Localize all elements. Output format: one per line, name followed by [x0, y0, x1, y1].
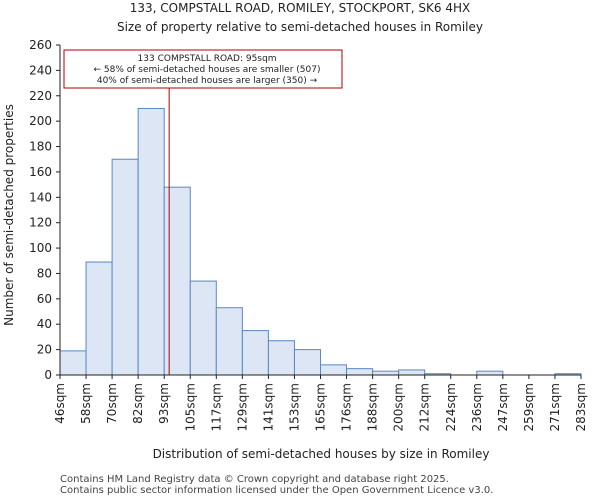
footer-line-1: Contains HM Land Registry data © Crown c… — [60, 474, 449, 485]
x-tick-label: 259sqm — [522, 383, 536, 431]
y-tick-label: 140 — [29, 190, 52, 204]
bar-129sqm — [241, 330, 269, 376]
bar-176sqm — [346, 368, 374, 376]
y-tick-label: 80 — [37, 266, 52, 280]
x-tick-label: 117sqm — [209, 383, 223, 431]
x-tick-label: 188sqm — [366, 383, 380, 431]
bar-46sqm — [59, 350, 87, 376]
annotation-line-3: 40% of semi-detached houses are larger (… — [97, 76, 318, 86]
chart-subtitle: Size of property relative to semi-detach… — [117, 20, 483, 34]
y-tick-label: 220 — [29, 89, 52, 103]
x-tick-label: 283sqm — [574, 383, 588, 431]
footer-attribution: Contains HM Land Registry data © Crown c… — [60, 474, 493, 496]
x-tick-label: 46sqm — [53, 383, 67, 424]
bar-58sqm — [85, 261, 113, 376]
y-tick-label: 100 — [29, 241, 52, 255]
y-tick-label: 20 — [37, 343, 52, 357]
x-ticks: 46sqm 58sqm 70sqm 82sqm 93sqm 105sqm 117sqm 129… — [53, 375, 588, 431]
bar-236sqm — [476, 370, 504, 376]
bar-188sqm — [372, 370, 400, 376]
x-tick-label: 236sqm — [470, 383, 484, 431]
bar-165sqm — [320, 364, 348, 376]
x-axis-label: Distribution of semi-detached houses by … — [153, 447, 490, 461]
bar-141sqm — [267, 340, 295, 376]
y-tick-label: 200 — [29, 114, 52, 128]
x-tick-label: 271sqm — [548, 383, 562, 431]
bar-93sqm — [163, 186, 191, 376]
bar-70sqm — [111, 158, 139, 376]
annotation-line-1: 133 COMPSTALL ROAD: 95sqm — [138, 54, 277, 64]
x-tick-label: 224sqm — [444, 383, 458, 431]
y-tick-label: 0 — [44, 368, 52, 382]
y-tick-label: 60 — [37, 292, 52, 306]
y-tick-label: 240 — [29, 63, 52, 77]
x-tick-label: 247sqm — [496, 383, 510, 431]
y-tick-label: 260 — [29, 38, 52, 52]
x-tick-label: 165sqm — [314, 383, 328, 431]
histogram-chart: 133, COMPSTALL ROAD, ROMILEY, STOCKPORT,… — [2, 1, 588, 461]
x-tick-label: 105sqm — [183, 383, 197, 431]
x-tick-label: 200sqm — [392, 383, 406, 431]
bars-group — [59, 107, 582, 376]
y-tick-label: 40 — [37, 317, 52, 331]
x-tick-label: 93sqm — [157, 383, 171, 424]
footer-line-2: Contains public sector information licen… — [60, 485, 494, 496]
y-tick-label: 180 — [29, 140, 52, 154]
x-tick-label: 141sqm — [261, 383, 275, 431]
x-tick-label: 82sqm — [131, 383, 145, 424]
x-tick-label: 176sqm — [340, 383, 354, 431]
chart-title: 133, COMPSTALL ROAD, ROMILEY, STOCKPORT,… — [130, 1, 470, 15]
y-tick-label: 160 — [29, 165, 52, 179]
annotation-line-2: ← 58% of semi-detached houses are smalle… — [94, 65, 321, 75]
bar-82sqm — [137, 107, 165, 376]
x-tick-label: 58sqm — [79, 383, 93, 424]
bar-105sqm — [189, 280, 217, 376]
y-ticks: 0 20 40 60 80 100 120 140 160 180 200 220 240 260 — [29, 38, 60, 382]
annotation-box — [63, 49, 343, 89]
bar-117sqm — [215, 307, 243, 376]
x-tick-label: 153sqm — [287, 383, 301, 431]
bar-153sqm — [293, 349, 322, 376]
x-tick-label: 129sqm — [235, 383, 249, 431]
y-tick-label: 120 — [29, 216, 52, 230]
x-tick-label: 70sqm — [105, 383, 119, 424]
bar-200sqm — [398, 369, 426, 376]
y-axis-label: Number of semi-detached properties — [2, 104, 16, 326]
x-tick-label: 212sqm — [418, 383, 432, 431]
